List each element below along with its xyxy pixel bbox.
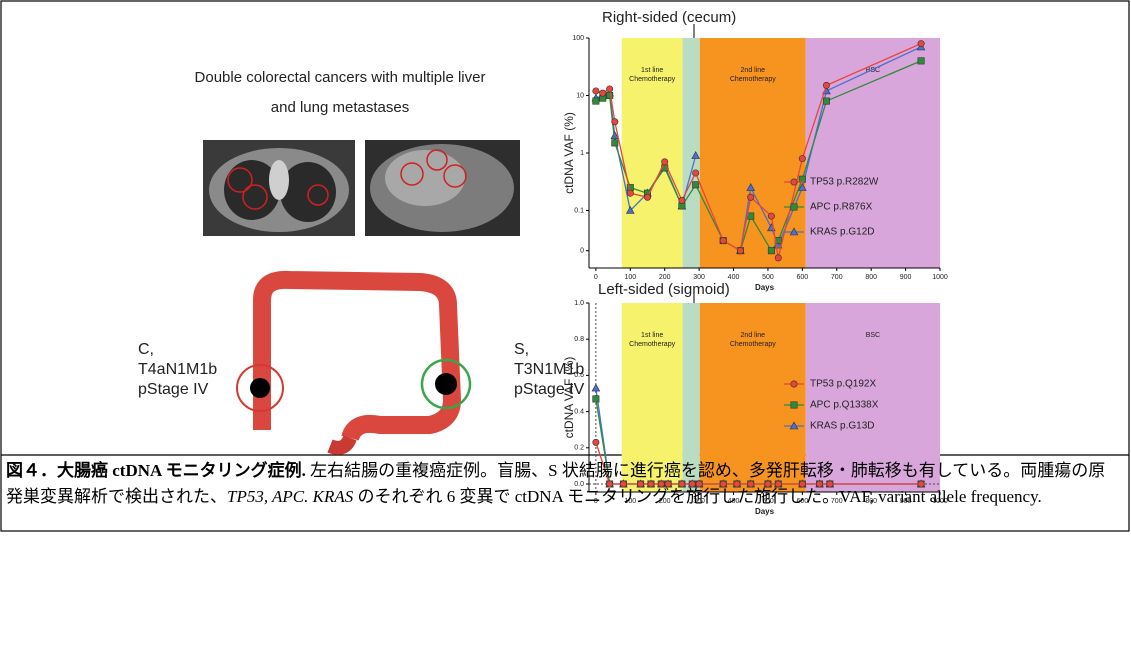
marker <box>644 194 650 200</box>
marker <box>679 197 685 203</box>
marker <box>768 247 774 253</box>
marker <box>612 119 618 125</box>
y-tick-label: 1 <box>580 150 584 157</box>
legend-label: TP53 p.Q192X <box>810 379 876 390</box>
y-tick-label: 0.8 <box>574 336 584 343</box>
tumor-label: S, <box>514 341 529 358</box>
phase-label: 2nd line <box>741 67 766 74</box>
figure-title: Double colorectal cancers with multiple … <box>195 69 486 86</box>
marker <box>823 98 829 104</box>
legend-label: APC p.R876X <box>810 202 873 213</box>
marker <box>692 182 698 188</box>
phase-label: Chemotherapy <box>730 76 776 83</box>
marker <box>768 213 774 219</box>
phase-label: BSC <box>866 67 880 74</box>
tumor-label: T4aN1M1b <box>138 361 217 378</box>
legend-label: TP53 p.R282W <box>810 177 879 188</box>
caption-text: のそれぞれ 6 変異で ctDNA モニタリングを施行した施行した。VAF, v… <box>353 487 1041 506</box>
phase-label: Chemotherapy <box>629 341 675 348</box>
marker <box>606 86 612 92</box>
y-tick-label: 0.2 <box>574 445 584 452</box>
x-tick-label: 700 <box>831 274 843 281</box>
tumor-label: C, <box>138 341 154 358</box>
marker <box>606 92 612 98</box>
marker <box>692 170 698 176</box>
caption: 図４．大腸癌 ctDNA モニタリング症例. 左右結腸の重複癌症例。盲腸、S 状… <box>6 458 1122 510</box>
x-tick-label: 300 <box>693 274 705 281</box>
marker <box>593 98 599 104</box>
marker <box>918 40 924 46</box>
y-axis-label: ctDNA VAF (%) <box>562 112 576 194</box>
x-tick-label: 0 <box>594 274 598 281</box>
legend-label: APC p.Q1338X <box>810 400 879 411</box>
chart-title: Right-sided (cecum) <box>602 9 736 26</box>
legend-label: KRAS p.G13D <box>810 421 874 432</box>
legend-label: KRAS p.G12D <box>810 227 874 238</box>
x-tick-label: 500 <box>762 274 774 281</box>
marker <box>593 439 599 445</box>
tumor-label: pStage IV <box>138 381 209 398</box>
y-tick-label: 10 <box>576 92 584 99</box>
legend-marker <box>791 402 797 408</box>
marker <box>720 237 726 243</box>
figure: Double colorectal cancers with multiple … <box>0 0 1131 646</box>
marker <box>627 190 633 196</box>
marker <box>593 88 599 94</box>
x-tick-label: 200 <box>659 274 671 281</box>
x-tick-label: 900 <box>900 274 912 281</box>
phase-label: Chemotherapy <box>629 76 675 83</box>
marker <box>600 90 606 96</box>
marker <box>775 255 781 261</box>
y-axis-label: ctDNA VAF (%) <box>562 357 576 439</box>
marker <box>823 82 829 88</box>
phase-label: BSC <box>866 332 880 339</box>
page: Double colorectal cancers with multiple … <box>0 0 1131 646</box>
x-tick-label: 800 <box>865 274 877 281</box>
phase-label: 2nd line <box>741 332 766 339</box>
y-tick-label: 0 <box>580 248 584 255</box>
phase-label: 1st line <box>641 332 663 339</box>
frame <box>1 1 1129 531</box>
ct-liver <box>365 140 520 236</box>
y-tick-label: 1.0 <box>574 300 584 307</box>
marker <box>612 140 618 146</box>
y-tick-label: 0.1 <box>574 207 584 214</box>
marker <box>748 213 754 219</box>
phase-label: Chemotherapy <box>730 341 776 348</box>
marker <box>592 384 600 391</box>
x-axis-label: Days <box>755 283 775 292</box>
caption-text: 図４．大腸癌 ctDNA モニタリング症例. <box>6 461 306 480</box>
marker <box>593 396 599 402</box>
x-tick-label: 1000 <box>932 274 948 281</box>
legend-marker <box>791 381 797 387</box>
caption-text: TP53, APC. KRAS <box>227 487 353 506</box>
legend-marker <box>791 179 797 185</box>
figure-title: and lung metastases <box>271 99 409 116</box>
y-tick-label: 100 <box>572 35 584 42</box>
colon-illustration <box>237 280 470 448</box>
phase-band <box>683 38 700 268</box>
marker <box>799 155 805 161</box>
marker <box>748 194 754 200</box>
legend-marker <box>791 204 797 210</box>
ct-lung <box>203 140 355 236</box>
x-tick-label: 600 <box>797 274 809 281</box>
x-tick-label: 400 <box>728 274 740 281</box>
x-tick-label: 100 <box>624 274 636 281</box>
marker <box>737 247 743 253</box>
chart-title: Left-sided (sigmoid) <box>598 281 730 298</box>
marker <box>918 58 924 64</box>
marker <box>662 159 668 165</box>
phase-label: 1st line <box>641 67 663 74</box>
